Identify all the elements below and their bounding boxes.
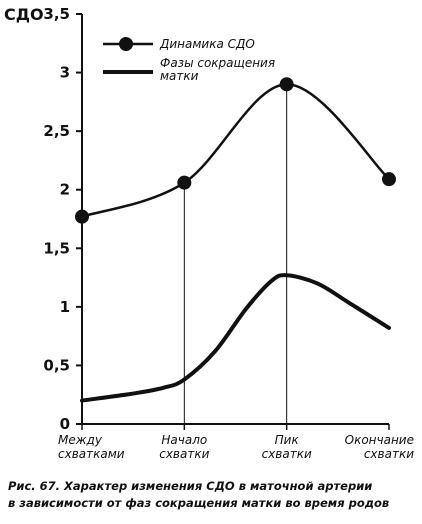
x-category-label: Начало схватки <box>159 433 209 461</box>
series-sdo-point <box>382 172 396 187</box>
chart-series <box>75 77 396 403</box>
x-category-label-line: Начало <box>161 433 207 447</box>
x-category-label: Между схватками <box>58 433 125 461</box>
x-category-label-line: Между <box>58 433 103 447</box>
series-sdo-point <box>279 77 294 92</box>
y-tick-label: 1 <box>60 298 70 316</box>
x-category-label-line: схватки <box>159 447 209 461</box>
series-sdo-point <box>177 175 192 190</box>
y-tick-label: 1,5 <box>43 239 70 257</box>
legend-sdo-swatch-marker <box>119 37 133 51</box>
x-category-label: Окончание схватки <box>345 433 415 461</box>
x-category-label: Пик схватки <box>262 433 312 461</box>
series-sdo-line <box>81 83 390 218</box>
figure-caption: Рис. 67. Характер изменения СДО в маточн… <box>8 478 418 512</box>
y-tick-label: 2 <box>60 181 70 199</box>
y-tick-label: 2,5 <box>43 122 70 140</box>
y-tick-label: 3,5 <box>43 5 70 23</box>
caption-line-1: Рис. 67. Характер изменения СДО в маточн… <box>8 479 373 493</box>
y-tick-label: 3 <box>60 64 70 82</box>
caption-line-2: в зависимости от фаз сокращения матки во… <box>8 496 390 510</box>
x-category-label-line: Пик <box>275 433 300 447</box>
y-tick-label: 0 <box>60 415 70 433</box>
x-category-label-line: схватками <box>58 447 125 461</box>
y-tick-label: 0,5 <box>43 356 70 374</box>
x-category-label-line: схватки <box>364 447 414 461</box>
y-axis-title: СДО <box>4 5 44 24</box>
x-category-label-line: схватки <box>262 447 312 461</box>
series-sdo-point <box>75 209 89 224</box>
legend-sdo-label: Динамика СДО <box>159 37 255 51</box>
series-contraction-line <box>80 273 391 403</box>
legend-contraction-label-line: матки <box>160 69 199 83</box>
x-category-label-line: Окончание <box>345 433 414 447</box>
category-guides <box>183 84 288 424</box>
legend-contraction-label-line: Фазы сокращения <box>160 56 275 70</box>
chart-legend: Динамика СДО Фазы сокращения матки <box>103 37 275 83</box>
legend-contraction-label: Фазы сокращения матки <box>160 56 275 83</box>
